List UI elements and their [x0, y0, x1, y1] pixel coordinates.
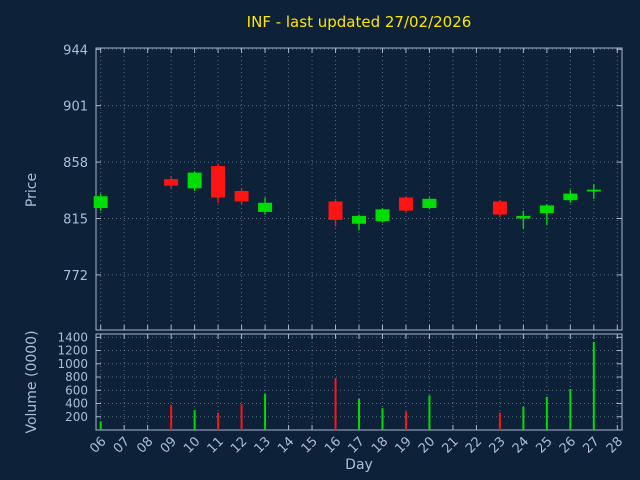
candle-body-day-19 — [398, 197, 413, 211]
x-tick-label: 21 — [439, 434, 461, 456]
candle-body-day-12 — [234, 190, 249, 202]
x-tick-label: 18 — [369, 434, 391, 456]
volume-tick-label: 600 — [65, 383, 88, 397]
candle-body-day-11 — [211, 166, 226, 198]
candle-body-day-24 — [516, 215, 531, 219]
price-axis-label: Price — [24, 173, 40, 207]
x-tick-label: 09 — [158, 434, 180, 456]
candle-body-day-13 — [258, 202, 273, 212]
candle-body-day-20 — [422, 198, 437, 209]
volume-tick-label: 1000 — [57, 357, 88, 371]
candle-body-day-27 — [586, 189, 601, 192]
x-tick-label: 27 — [580, 434, 602, 456]
x-tick-label: 11 — [205, 434, 227, 456]
price-tick-label: 772 — [63, 269, 88, 284]
x-tick-label: 28 — [604, 434, 626, 456]
price-tick-label: 815 — [63, 213, 88, 228]
price-tick-label: 944 — [63, 43, 88, 58]
candle-body-day-18 — [375, 209, 390, 222]
volume-tick-label: 1200 — [57, 344, 88, 358]
candle-body-day-9 — [164, 179, 179, 186]
candle-body-day-25 — [539, 205, 554, 214]
candle-body-day-10 — [187, 172, 202, 189]
x-tick-label: 12 — [228, 434, 250, 456]
x-tick-label: 07 — [111, 434, 133, 456]
x-tick-label: 15 — [299, 434, 321, 456]
x-axis-label: Day — [345, 457, 373, 473]
x-tick-label: 19 — [392, 434, 414, 456]
border-layer — [95, 47, 623, 431]
candle-body-day-26 — [563, 193, 578, 201]
x-tick-label: 10 — [181, 434, 203, 456]
x-tick-label: 22 — [463, 434, 485, 456]
x-tick-label: 06 — [87, 434, 109, 456]
price-tick-label: 858 — [63, 156, 88, 171]
candle-body-day-6 — [93, 196, 108, 209]
volume-tick-label: 800 — [65, 370, 88, 384]
x-tick-label: 08 — [134, 434, 156, 456]
volume-tick-label: 400 — [65, 397, 88, 411]
x-tick-label: 16 — [322, 434, 344, 456]
x-tick-label: 17 — [346, 434, 368, 456]
x-tick-label: 24 — [510, 434, 532, 456]
chart-title: INF - last updated 27/02/2026 — [247, 13, 472, 31]
x-tick-label: 25 — [533, 434, 555, 456]
grid-layer — [96, 48, 622, 430]
candle-body-day-23 — [492, 201, 507, 215]
volume-tick-label: 1400 — [57, 330, 88, 344]
x-tick-label: 23 — [486, 434, 508, 456]
x-tick-label: 14 — [275, 434, 297, 456]
x-tick-label: 20 — [416, 434, 438, 456]
x-tick-label: 26 — [557, 434, 579, 456]
series-layer — [93, 163, 601, 430]
x-tick-label: 13 — [252, 434, 274, 456]
price-tick-label: 901 — [63, 100, 88, 115]
price-panel-border — [95, 47, 623, 331]
candle-body-day-17 — [352, 215, 366, 224]
candle-body-day-16 — [328, 201, 343, 220]
volume-axis-label: Volume (0000) — [24, 330, 40, 433]
volume-tick-label: 200 — [65, 410, 88, 424]
